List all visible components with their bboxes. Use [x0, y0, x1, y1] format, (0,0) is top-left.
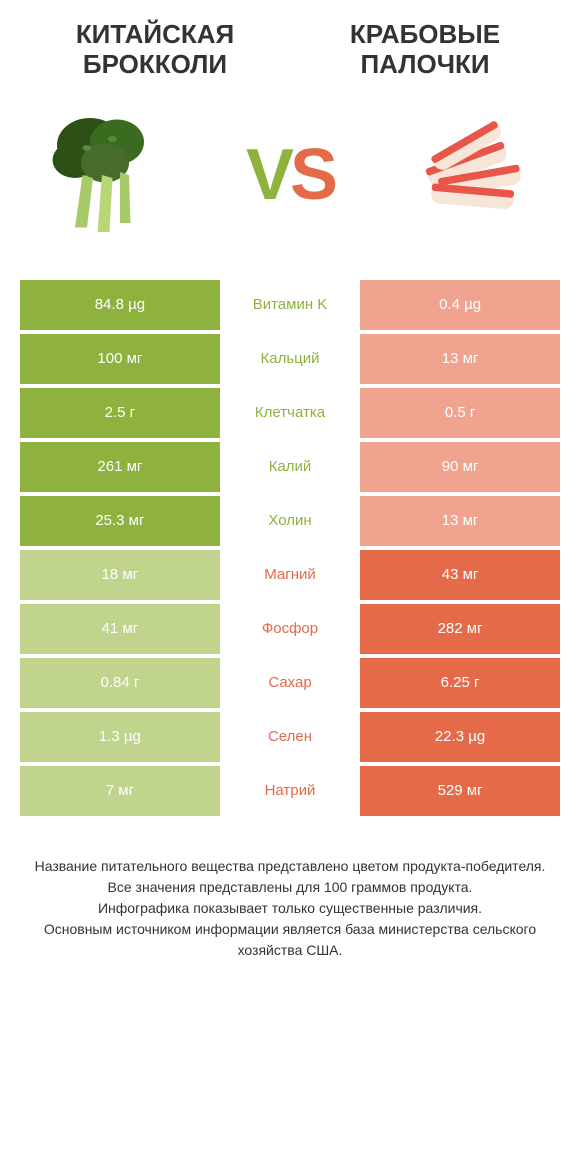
- left-value-cell: 100 мг: [20, 334, 220, 384]
- right-product-title: КРАБОВЫЕ ПАЛОЧКИ: [290, 20, 560, 80]
- nutrient-name-cell: Кальций: [220, 334, 360, 384]
- left-product-title: КИТАЙСКАЯ БРОККОЛИ: [20, 20, 290, 80]
- footer-line: Инфографика показывает только существенн…: [20, 898, 560, 919]
- right-value-cell: 282 мг: [360, 604, 560, 654]
- right-value-cell: 13 мг: [360, 334, 560, 384]
- table-row: 1.3 µgСелен22.3 µg: [20, 712, 560, 762]
- vs-v-letter: V: [246, 135, 290, 215]
- vs-label: VS: [246, 134, 334, 216]
- nutrient-name-cell: Витамин K: [220, 280, 360, 330]
- nutrient-name-cell: Холин: [220, 496, 360, 546]
- right-value-cell: 90 мг: [360, 442, 560, 492]
- crab-sticks-icon: [400, 100, 550, 250]
- right-value-cell: 43 мг: [360, 550, 560, 600]
- footer-text: Название питательного вещества представл…: [20, 856, 560, 961]
- right-value-cell: 529 мг: [360, 766, 560, 816]
- nutrient-name-cell: Сахар: [220, 658, 360, 708]
- left-value-cell: 0.84 г: [20, 658, 220, 708]
- right-value-cell: 0.4 µg: [360, 280, 560, 330]
- left-value-cell: 2.5 г: [20, 388, 220, 438]
- table-row: 2.5 гКлетчатка0.5 г: [20, 388, 560, 438]
- table-row: 261 мгКалий90 мг: [20, 442, 560, 492]
- nutrient-name-cell: Магний: [220, 550, 360, 600]
- nutrient-table: 84.8 µgВитамин K0.4 µg100 мгКальций13 мг…: [20, 280, 560, 816]
- table-row: 41 мгФосфор282 мг: [20, 604, 560, 654]
- nutrient-name-cell: Калий: [220, 442, 360, 492]
- left-value-cell: 25.3 мг: [20, 496, 220, 546]
- right-value-cell: 6.25 г: [360, 658, 560, 708]
- table-row: 84.8 µgВитамин K0.4 µg: [20, 280, 560, 330]
- right-value-cell: 0.5 г: [360, 388, 560, 438]
- left-value-cell: 18 мг: [20, 550, 220, 600]
- nutrient-name-cell: Клетчатка: [220, 388, 360, 438]
- left-value-cell: 1.3 µg: [20, 712, 220, 762]
- table-row: 0.84 гСахар6.25 г: [20, 658, 560, 708]
- vs-row: VS: [20, 100, 560, 250]
- left-value-cell: 84.8 µg: [20, 280, 220, 330]
- nutrient-name-cell: Селен: [220, 712, 360, 762]
- titles-row: КИТАЙСКАЯ БРОККОЛИ КРАБОВЫЕ ПАЛОЧКИ: [20, 20, 560, 80]
- right-value-cell: 13 мг: [360, 496, 560, 546]
- footer-line: Название питательного вещества представл…: [20, 856, 560, 877]
- table-row: 18 мгМагний43 мг: [20, 550, 560, 600]
- vs-s-letter: S: [290, 135, 334, 215]
- nutrient-name-cell: Фосфор: [220, 604, 360, 654]
- broccoli-icon: [30, 100, 180, 250]
- left-value-cell: 41 мг: [20, 604, 220, 654]
- nutrient-name-cell: Натрий: [220, 766, 360, 816]
- footer-line: Все значения представлены для 100 граммо…: [20, 877, 560, 898]
- table-row: 25.3 мгХолин13 мг: [20, 496, 560, 546]
- left-value-cell: 7 мг: [20, 766, 220, 816]
- infographic-container: КИТАЙСКАЯ БРОККОЛИ КРАБОВЫЕ ПАЛОЧКИ VS: [0, 0, 580, 991]
- table-row: 100 мгКальций13 мг: [20, 334, 560, 384]
- left-value-cell: 261 мг: [20, 442, 220, 492]
- right-value-cell: 22.3 µg: [360, 712, 560, 762]
- table-row: 7 мгНатрий529 мг: [20, 766, 560, 816]
- footer-line: Основным источником информации является …: [20, 919, 560, 961]
